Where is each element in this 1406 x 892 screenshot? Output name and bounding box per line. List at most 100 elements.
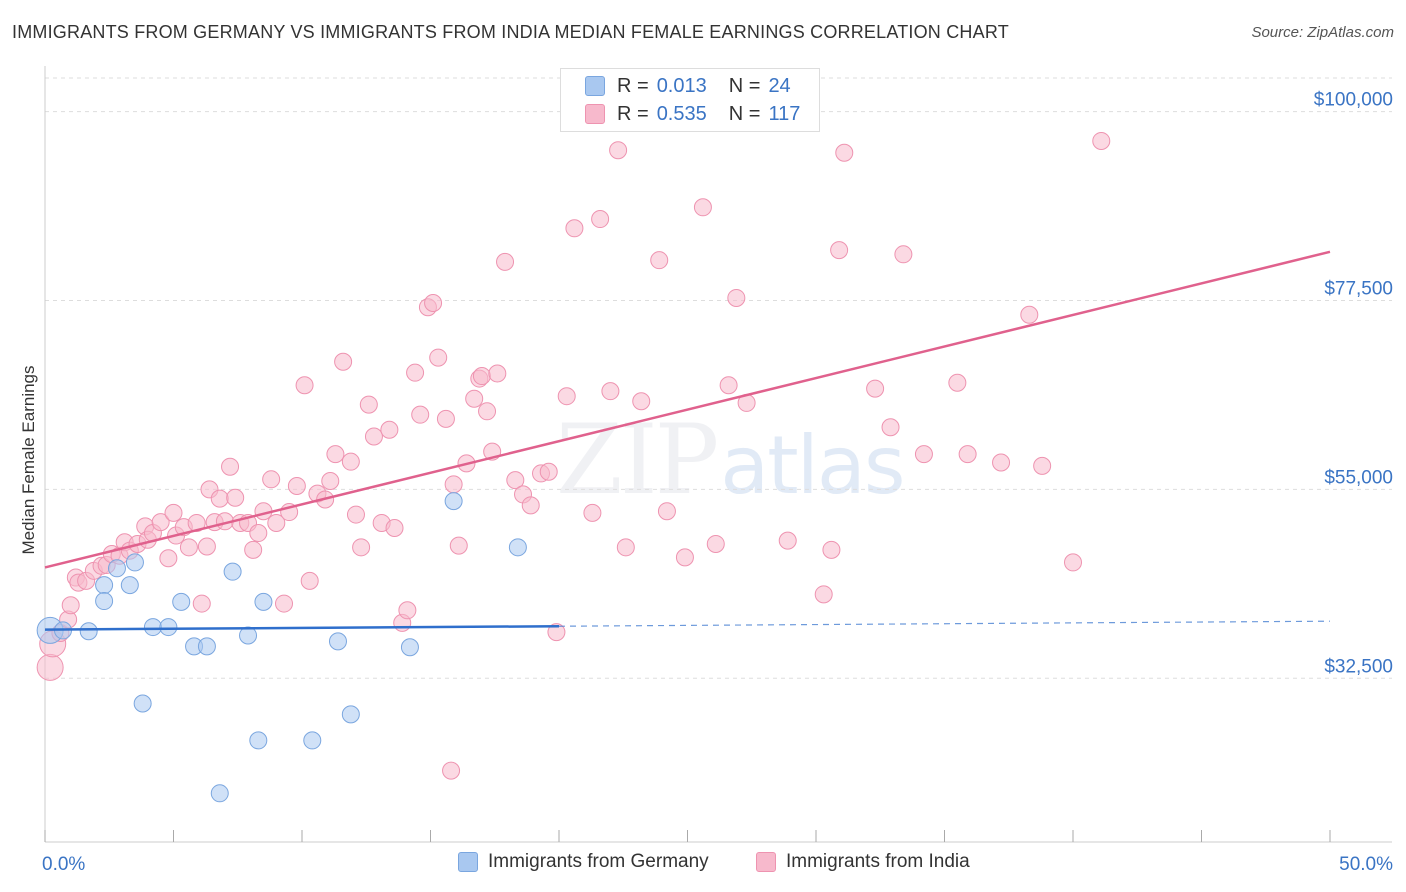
germany-point [172, 592, 191, 611]
germany-point [79, 622, 98, 641]
india-point [179, 538, 198, 557]
chart-title: IMMIGRANTS FROM GERMANY VS IMMIGRANTS FR… [12, 22, 1009, 42]
legend-n-value: 24 [768, 74, 791, 97]
germany-point [197, 637, 216, 656]
india-point [591, 210, 610, 229]
india-point [1092, 131, 1111, 150]
germany-point [133, 694, 152, 713]
india-point [197, 537, 216, 556]
germany-point [210, 784, 229, 803]
india-point [557, 387, 576, 406]
india-point [334, 352, 353, 371]
india-point [61, 596, 80, 615]
india-point [830, 241, 849, 260]
india-point [321, 471, 340, 490]
germany-point [249, 731, 268, 750]
india-point [881, 418, 900, 437]
india-point [1033, 456, 1052, 475]
legend-r-label: R = [617, 74, 649, 97]
y-tick-label: $32,500 [1324, 656, 1393, 677]
india-point [249, 524, 268, 543]
germany-point [254, 592, 273, 611]
india-point [159, 549, 178, 568]
india-point [36, 653, 64, 681]
germany-point [328, 632, 347, 651]
legend-swatch-india [585, 104, 605, 124]
germany-point [444, 492, 463, 511]
series-swatch-germany [458, 852, 478, 872]
india-point [675, 548, 694, 567]
germany-point [159, 618, 178, 637]
india-point [267, 513, 286, 532]
legend-n-label: N = [728, 74, 761, 97]
india-point [565, 219, 584, 238]
india-point [657, 502, 676, 521]
legend-r-label: R = [617, 102, 649, 125]
india-point [295, 376, 314, 395]
india-point [380, 420, 399, 439]
germany-point [143, 618, 162, 637]
india-point [275, 594, 294, 613]
india-point [992, 453, 1011, 472]
germany-trend-extension [558, 620, 1331, 627]
india-point [465, 389, 484, 408]
india-point [814, 585, 833, 604]
y-tick-label: $77,500 [1324, 278, 1393, 299]
india-point [521, 496, 540, 515]
india-point [221, 457, 240, 476]
india-point [601, 382, 620, 401]
india-point [539, 462, 558, 481]
india-point [352, 538, 371, 557]
legend-n-label: N = [728, 102, 761, 125]
india-point [835, 143, 854, 162]
india-point [894, 245, 913, 264]
germany-point [341, 705, 360, 724]
legend-row-india: R = 0.535 N = 117 [585, 102, 800, 126]
germany-trend-line [44, 624, 560, 631]
india-point [406, 363, 425, 382]
india-point [583, 503, 602, 522]
india-point [364, 427, 383, 446]
series-legend-india[interactable]: Immigrants from India [756, 851, 970, 873]
india-point [866, 379, 885, 398]
x-tick-label: 50.0% [1339, 854, 1393, 875]
series-swatch-india [756, 852, 776, 872]
india-point [192, 594, 211, 613]
legend-row-germany: R = 0.013 N = 24 [585, 74, 791, 98]
india-point [287, 477, 306, 496]
india-point [449, 536, 468, 555]
india-point [164, 503, 183, 522]
india-point [822, 540, 841, 559]
germany-point [239, 626, 258, 645]
germany-point [95, 576, 114, 595]
india-point [1064, 553, 1082, 572]
india-point [778, 531, 797, 550]
y-tick-label: $55,000 [1324, 467, 1393, 488]
india-point [650, 251, 669, 270]
india-point [341, 452, 360, 471]
germany-point [223, 562, 242, 581]
india-point [442, 761, 461, 780]
india-point [1020, 305, 1039, 324]
india-point [411, 405, 430, 424]
india-point [958, 445, 977, 464]
legend-r-value: 0.535 [656, 102, 707, 125]
india-point [326, 445, 345, 464]
india-point [547, 623, 566, 642]
legend-r-value: 0.013 [656, 74, 707, 97]
series-legend: Immigrants from Germany Immigrants from … [0, 851, 1406, 879]
india-point [262, 470, 281, 489]
germany-point [125, 553, 144, 572]
series-legend-germany[interactable]: Immigrants from Germany [458, 851, 709, 873]
x-tick-label: 0.0% [42, 854, 85, 875]
series-label-germany: Immigrants from Germany [488, 851, 709, 872]
series-label-india: Immigrants from India [786, 851, 970, 872]
india-point [244, 540, 263, 559]
germany-point [400, 638, 419, 657]
india-point [616, 538, 635, 557]
india-point [300, 571, 319, 590]
y-tick-label: $100,000 [1314, 90, 1393, 111]
india-point [385, 519, 404, 538]
watermark-atlas: atlas [720, 419, 905, 512]
